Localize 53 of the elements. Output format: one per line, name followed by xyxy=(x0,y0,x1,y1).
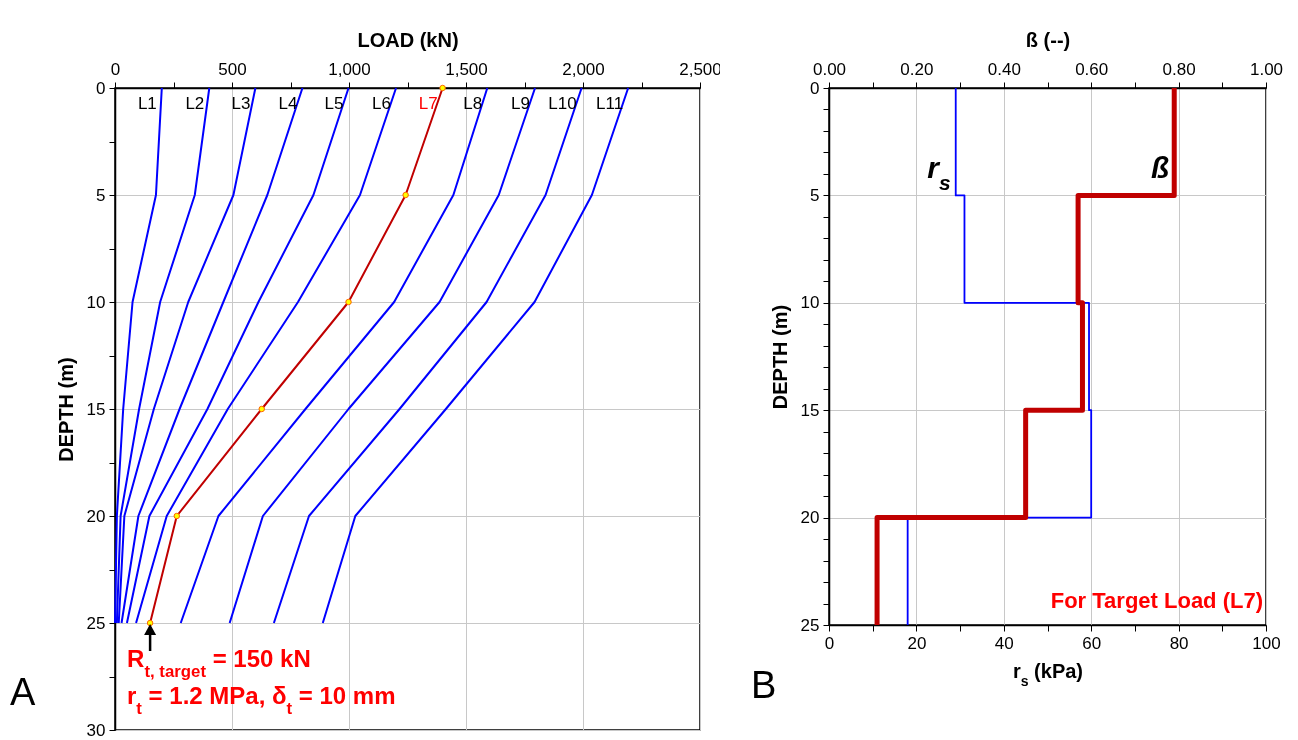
text: B xyxy=(751,664,777,706)
y-tick-label: 0 xyxy=(810,78,820,98)
series-label: L3 xyxy=(231,94,251,114)
y-tick-label: 5 xyxy=(96,185,106,205)
series-label: L4 xyxy=(278,94,298,114)
x-tick-label: 60 xyxy=(1082,633,1102,653)
x-tick-label: 20 xyxy=(907,633,927,653)
annotation: For Target Load (L7) xyxy=(1050,588,1263,613)
y-tick-label: 30 xyxy=(86,720,106,740)
y-tick-label: 25 xyxy=(800,615,820,635)
annotation: r$_{t}$ = 1.2 MPa, δ$_{t}$ = 10 mm xyxy=(127,682,396,718)
x-tick-label: 500 xyxy=(218,59,247,79)
y-tick-label: 25 xyxy=(86,613,106,633)
series-label: L10 xyxy=(548,94,577,114)
x-tick-label: 100 xyxy=(1252,633,1281,653)
x-tick-label: 80 xyxy=(1169,633,1189,653)
x-tick-label: 2,000 xyxy=(562,59,605,79)
x-tick-label: 1,500 xyxy=(445,59,488,79)
x-tick-label: 0 xyxy=(824,633,835,653)
series-label: L2 xyxy=(185,94,205,114)
y-tick-label: 0 xyxy=(96,78,106,98)
y-tick-label: 10 xyxy=(86,292,106,312)
series-label: L6 xyxy=(372,94,392,114)
x2-tick-label: 0.00 xyxy=(812,59,847,79)
series-label: L5 xyxy=(324,94,344,114)
y-tick-label: 20 xyxy=(800,508,820,528)
x2-axis-title: ß (--) xyxy=(1025,28,1071,51)
x-tick-label: 40 xyxy=(994,633,1014,653)
series-label: ß xyxy=(1150,150,1170,184)
x-axis-title: r$_{s}$ (kPa) xyxy=(1012,659,1084,689)
series-label: L11 xyxy=(596,94,624,114)
series-label: r$_{s}$ xyxy=(927,150,951,194)
annotation: R$_{t, target}$ = 150 kN xyxy=(127,645,311,681)
y-tick-label: 15 xyxy=(800,400,820,420)
y-tick-label: 15 xyxy=(86,399,106,419)
x-axis-title: LOAD (kN) xyxy=(357,28,459,51)
y-tick-label: 10 xyxy=(800,293,820,313)
x2-tick-label: 0.40 xyxy=(987,59,1021,79)
series-label: L9 xyxy=(511,94,531,114)
x2-tick-label: 1.00 xyxy=(1249,59,1284,79)
y-axis-title: DEPTH (m) xyxy=(768,304,791,410)
x2-tick-label: 0.60 xyxy=(1075,59,1109,79)
x2-tick-label: 0.80 xyxy=(1162,59,1196,79)
text: A xyxy=(10,671,36,713)
y-tick-label: 5 xyxy=(810,185,820,205)
x-tick-label: 1,000 xyxy=(328,59,371,79)
y-axis-title: DEPTH (m) xyxy=(54,357,77,462)
x-tick-label: 0 xyxy=(110,59,121,79)
y-tick-label: 20 xyxy=(86,506,106,526)
series-label: L7 xyxy=(418,94,438,114)
series-label: L1 xyxy=(137,94,157,114)
x2-tick-label: 0.20 xyxy=(900,59,934,79)
series-label: L8 xyxy=(463,94,483,114)
